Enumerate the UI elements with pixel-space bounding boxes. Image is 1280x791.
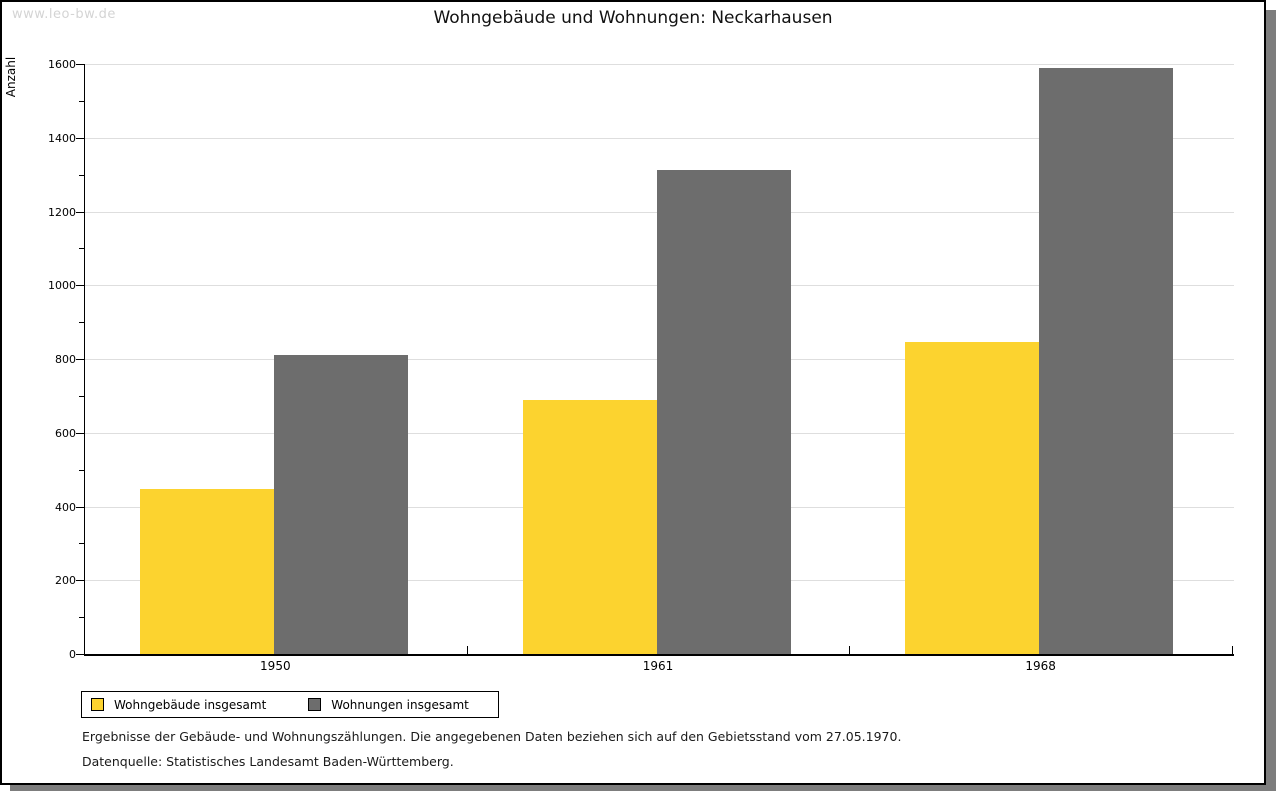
x-axis-category-label-1968: 1968 [1025,659,1056,673]
x-axis-tick-2 [849,646,851,654]
x-axis-category-label-1950: 1950 [260,659,291,673]
footnote-source-note: Ergebnisse der Gebäude- und Wohnungszähl… [82,729,902,744]
legend-swatch-wohnungen [308,698,322,711]
y-axis-tick-1600 [76,64,84,65]
y-axis-tick-label-1400: 1400 [48,131,76,145]
y-axis-tick-0 [76,654,84,655]
x-axis-tick-3 [1232,646,1233,654]
gridline-1600 [84,64,1234,65]
legend-label: Wohnungen insgesamt [331,697,469,712]
bar-wohngebaeude-1968 [905,342,1040,654]
chart-title: Wohngebäude und Wohnungen: Neckarhausen [433,8,833,28]
y-axis-tick-label-1200: 1200 [48,205,76,219]
legend: Wohngebäude insgesamt Wohnungen insgesam… [81,691,499,718]
bar-wohngebaeude-1950 [140,489,274,654]
y-axis-tick-800 [76,359,84,360]
legend-item-wohngebaeude: Wohngebäude insgesamt [91,698,266,712]
y-axis-minor-tick-1500 [79,100,84,102]
y-axis-tick-1400 [76,137,84,139]
y-axis-tick-label-0: 0 [69,648,76,661]
y-axis-tick-400 [76,506,84,508]
x-axis-tick-1 [466,646,468,654]
gridline-1400 [84,137,1234,139]
legend-label: Wohngebäude insgesamt [114,697,267,712]
y-axis-line [84,64,85,656]
y-axis-minor-tick-1300 [79,174,84,176]
x-axis-category-label-1961: 1961 [642,659,674,673]
y-axis-minor-tick-300 [79,543,84,545]
bar-wohnungen-1968 [1039,68,1174,654]
legend-item-wohnungen: Wohnungen insgesamt [308,698,469,712]
watermark: www.leo-bw.de [12,7,116,22]
y-axis-minor-tick-900 [79,322,84,324]
bar-wohnungen-1950 [274,354,408,654]
legend-swatch-wohngebaeude [91,698,104,711]
y-axis-tick-label-400: 400 [55,500,76,514]
y-axis-tick-label-800: 800 [55,353,76,366]
y-axis-tick-200 [76,580,84,582]
y-axis-tick-label-1600: 1600 [48,58,76,71]
bar-wohngebaeude-1961 [522,399,657,654]
y-axis-tick-600 [76,432,84,434]
y-axis-tick-label-600: 600 [55,426,76,440]
y-axis-tick-1200 [76,211,84,213]
footnote-data-source: Datenquelle: Statistisches Landesamt Bad… [82,754,454,769]
y-axis-minor-tick-100 [79,617,84,619]
bar-wohnungen-1961 [656,170,791,654]
y-axis-minor-tick-700 [79,395,84,397]
y-axis-tick-label-1000: 1000 [48,279,76,293]
x-axis-line [84,654,1234,656]
y-axis-tick-1000 [76,285,84,287]
y-axis-minor-tick-1100 [79,248,84,250]
y-axis-minor-tick-500 [79,469,84,471]
y-axis-tick-label-200: 200 [55,574,76,588]
